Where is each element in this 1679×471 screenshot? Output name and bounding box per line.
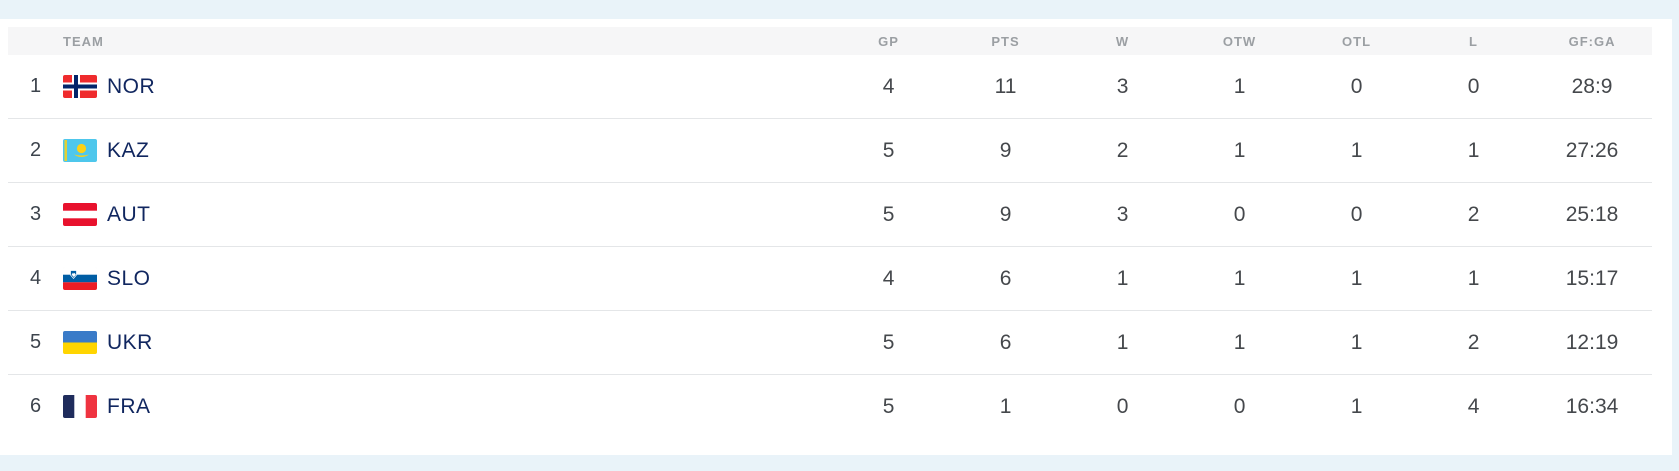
austria-flag-icon — [63, 203, 97, 226]
flag-cell — [63, 310, 107, 375]
team-code: SLO — [107, 246, 831, 311]
l-cell: 2 — [1415, 182, 1533, 247]
pts-cell: 6 — [947, 310, 1065, 375]
team-code: AUT — [107, 182, 831, 247]
column-header-gfga: GF:GA — [1532, 27, 1653, 55]
pts-cell: 6 — [947, 246, 1065, 311]
column-header-otw: OTW — [1181, 27, 1299, 55]
column-header-pts: PTS — [947, 27, 1065, 55]
gfga-cell: 12:19 — [1532, 310, 1653, 375]
gp-cell: 4 — [830, 55, 948, 119]
slovenia-flag-icon — [63, 267, 97, 290]
w-cell: 3 — [1064, 182, 1182, 247]
w-cell: 1 — [1064, 310, 1182, 375]
team-code: UKR — [107, 310, 831, 375]
flag-cell — [63, 55, 107, 119]
gp-cell: 5 — [830, 118, 948, 183]
pts-cell: 9 — [947, 118, 1065, 183]
column-header-l: L — [1415, 27, 1533, 55]
flag-cell — [63, 118, 107, 183]
l-cell: 0 — [1415, 55, 1533, 119]
otl-cell: 1 — [1298, 246, 1416, 311]
rank-cell: 6 — [29, 395, 42, 417]
otw-cell: 1 — [1181, 118, 1299, 183]
flag-cell — [63, 246, 107, 311]
otl-cell: 1 — [1298, 310, 1416, 375]
rank-cell: 2 — [8, 118, 63, 183]
gfga-cell: 28:9 — [1532, 55, 1653, 119]
otw-cell: 1 — [1181, 246, 1299, 311]
standings-card: TEAM GP PTS W OTW OTL L GF:GA 1 — [0, 19, 1672, 455]
column-header-w: W — [1064, 27, 1182, 55]
l-cell: 4 — [1467, 394, 1480, 418]
team-row[interactable]: 6 FRA 5 1 0 0 1 4 16:34 — [8, 375, 1652, 439]
w-cell: 2 — [1064, 118, 1182, 183]
gp-cell: 5 — [830, 310, 948, 375]
column-header-otl: OTL — [1298, 27, 1416, 55]
rank-cell: 4 — [8, 246, 63, 311]
gfga-cell: 15:17 — [1532, 246, 1653, 311]
w-cell: 3 — [1064, 55, 1182, 119]
gp-cell: 5 — [830, 182, 948, 247]
column-header-team: TEAM — [8, 27, 831, 55]
team-row[interactable]: 5 UKR 5 6 1 1 1 2 12:19 — [8, 310, 1653, 375]
otw-cell: 1 — [1181, 310, 1299, 375]
ukraine-flag-icon — [63, 331, 97, 354]
otw-cell: 1 — [1181, 55, 1299, 119]
otl-cell: 1 — [1350, 394, 1363, 418]
team-row[interactable]: 4 SLO 4 6 1 1 — [8, 246, 1653, 311]
france-flag-icon — [63, 395, 97, 418]
standings-table: TEAM GP PTS W OTW OTL L GF:GA 1 — [8, 27, 1653, 439]
table-header-row: TEAM GP PTS W OTW OTL L GF:GA — [8, 27, 1653, 55]
gfga-cell: 25:18 — [1532, 182, 1653, 247]
kazakhstan-flag-icon — [63, 139, 97, 162]
flag-cell — [63, 375, 107, 439]
rank-cell: 3 — [8, 182, 63, 247]
team-row[interactable]: 1 NOR 4 11 3 1 — [8, 55, 1653, 119]
norway-flag-icon — [63, 75, 97, 98]
otw-cell: 0 — [1233, 394, 1246, 418]
gp-cell: 5 — [882, 394, 895, 418]
gfga-cell: 27:26 — [1532, 118, 1653, 183]
l-cell: 1 — [1415, 118, 1533, 183]
w-cell: 0 — [1116, 394, 1129, 418]
pts-cell: 9 — [947, 182, 1065, 247]
otl-cell: 0 — [1298, 55, 1416, 119]
team-row[interactable]: 2 KAZ 5 9 2 1 1 1 — [8, 118, 1653, 183]
l-cell: 2 — [1415, 310, 1533, 375]
team-code: KAZ — [107, 118, 831, 183]
gfga-cell: 16:34 — [1565, 394, 1619, 418]
team-code: NOR — [107, 55, 831, 119]
otw-cell: 0 — [1181, 182, 1299, 247]
column-header-gp: GP — [830, 27, 948, 55]
gp-cell: 4 — [830, 246, 948, 311]
team-row[interactable]: 3 AUT 5 9 3 0 0 2 25:18 — [8, 182, 1653, 247]
l-cell: 1 — [1415, 246, 1533, 311]
pts-cell: 11 — [947, 55, 1065, 119]
w-cell: 1 — [1064, 246, 1182, 311]
team-code: FRA — [107, 394, 151, 418]
rank-cell: 1 — [8, 55, 63, 119]
rank-cell: 5 — [8, 310, 63, 375]
pts-cell: 1 — [999, 394, 1012, 418]
otl-cell: 1 — [1298, 118, 1416, 183]
otl-cell: 0 — [1298, 182, 1416, 247]
flag-cell — [63, 182, 107, 247]
